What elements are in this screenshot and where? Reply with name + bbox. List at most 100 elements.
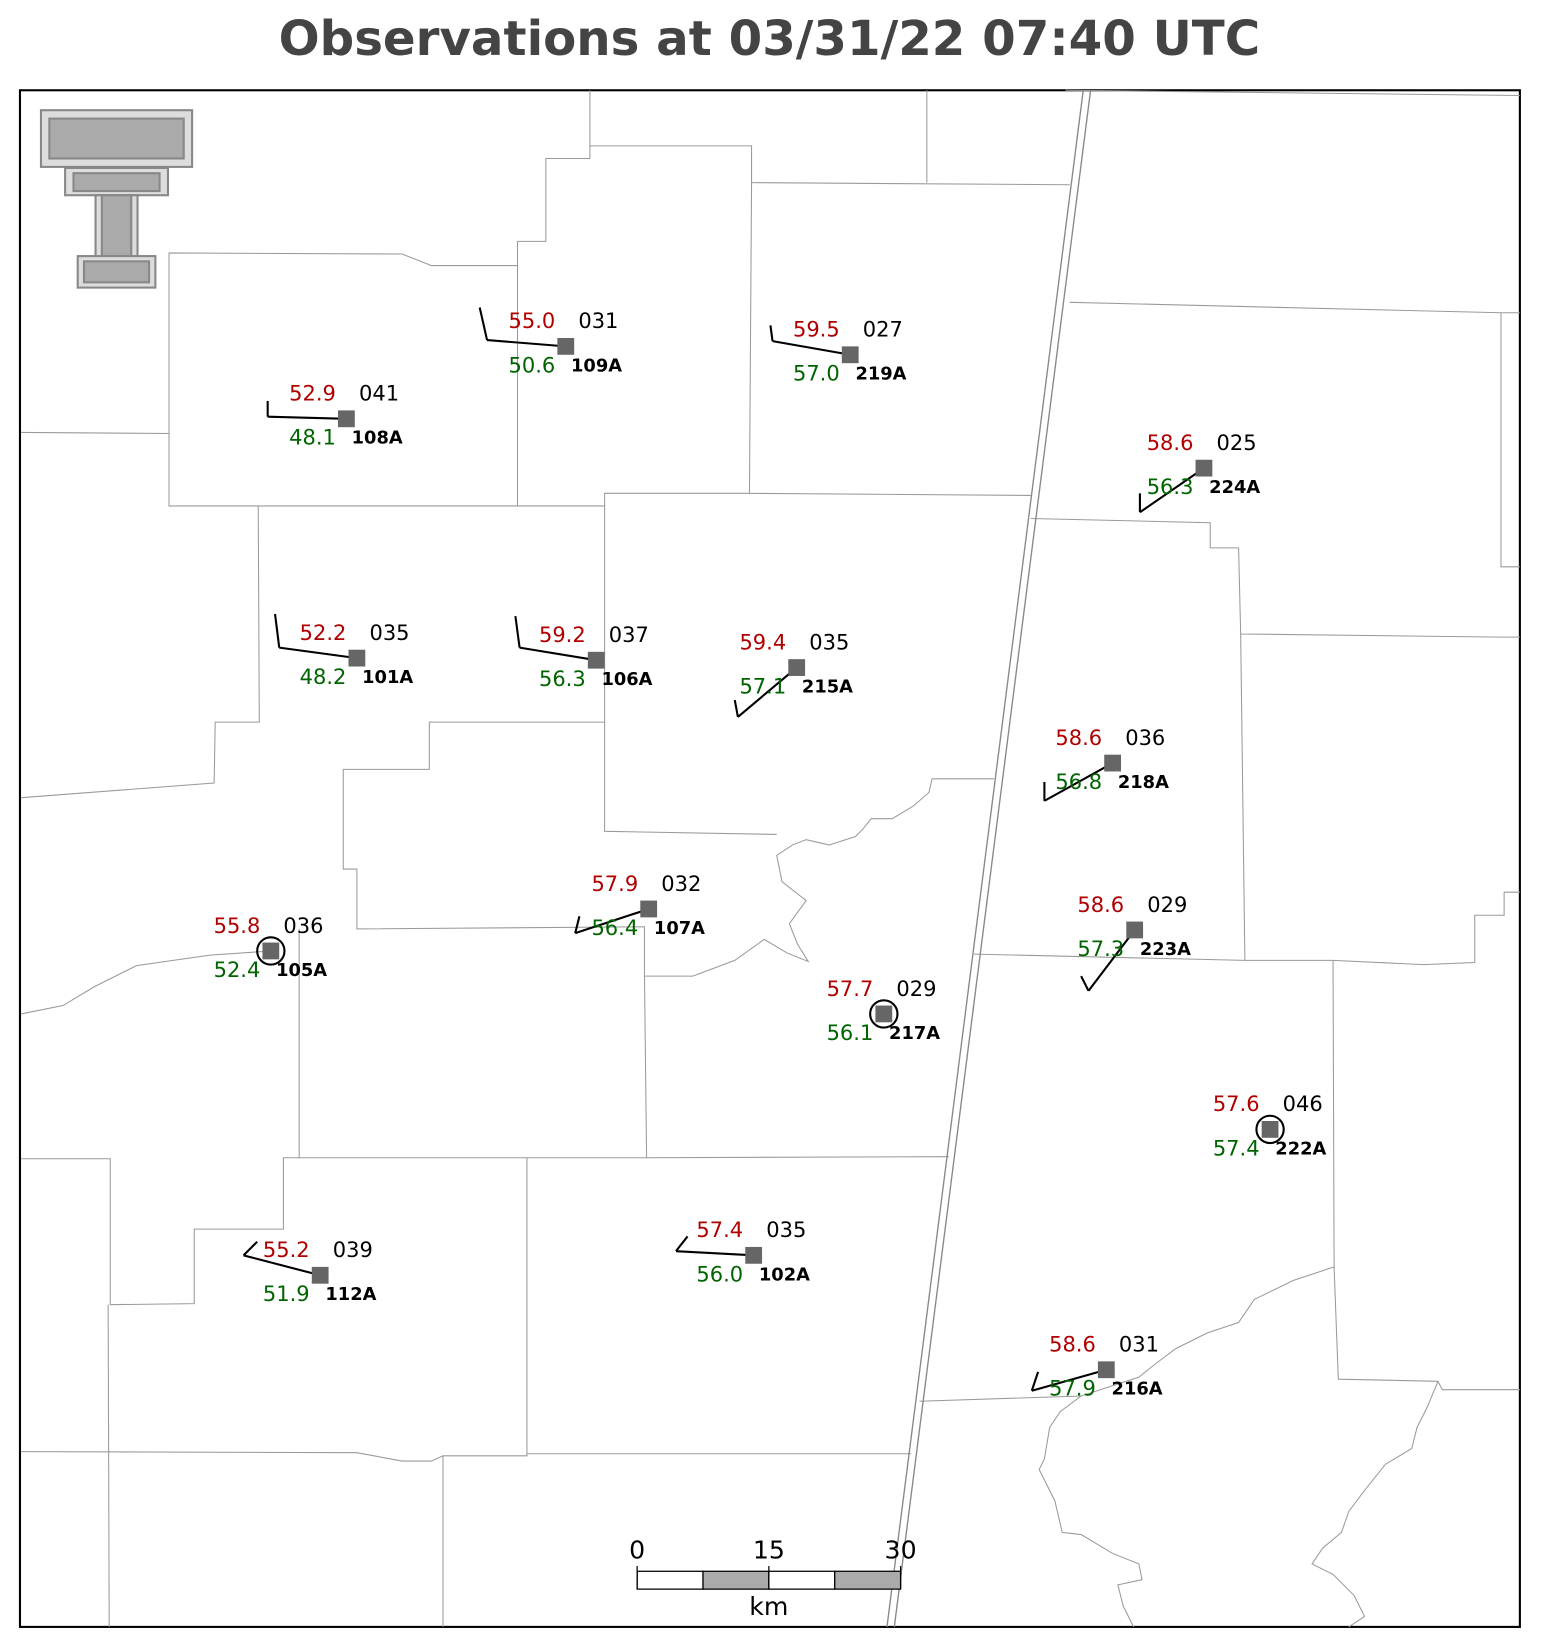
- dewpoint: 56.1: [827, 1021, 874, 1045]
- pressure: 027: [863, 318, 903, 342]
- station: 58.6 025 56.3 224A: [1138, 431, 1260, 514]
- station: 57.9 032 56.4 107A: [574, 872, 705, 940]
- station: 57.4 035 56.0 102A: [675, 1218, 810, 1286]
- scale-label: 15: [753, 1535, 785, 1564]
- station-id: 223A: [1140, 939, 1191, 960]
- station-id: 105A: [276, 960, 327, 981]
- dewpoint: 56.4: [591, 916, 638, 940]
- station: 57.7 029 56.1 217A: [827, 977, 941, 1045]
- wind-shaft: [1139, 467, 1205, 514]
- pressure: 025: [1217, 431, 1257, 455]
- wind-shaft: [574, 907, 650, 935]
- temperature: 57.6: [1213, 1092, 1260, 1116]
- station-id: 102A: [759, 1264, 810, 1285]
- pressure: 029: [896, 977, 936, 1001]
- station: 57.6 046 57.4 222A: [1213, 1092, 1327, 1160]
- station-id: 224A: [1209, 477, 1260, 498]
- pressure: 041: [359, 382, 399, 406]
- temperature: 59.4: [739, 630, 786, 654]
- map-frame: [18, 89, 1521, 1628]
- station: 58.6 031 57.9 216A: [1030, 1333, 1163, 1401]
- station: 58.6 029 57.3 223A: [1077, 893, 1191, 992]
- calm-circle: [256, 936, 286, 966]
- wind-shaft: [267, 415, 347, 420]
- station-id: 109A: [571, 355, 622, 376]
- pressure: 035: [809, 630, 849, 654]
- station-marker: [1261, 1120, 1279, 1138]
- station-marker: [587, 651, 605, 669]
- wind-shaft: [772, 340, 851, 356]
- dewpoint: 56.3: [1147, 475, 1194, 499]
- station-id: 218A: [1118, 772, 1169, 793]
- station-marker: [1104, 754, 1122, 772]
- wind-barb: [514, 615, 521, 648]
- temperature: 55.2: [263, 1238, 310, 1262]
- wind-barb: [574, 916, 581, 934]
- pressure: 032: [661, 872, 701, 896]
- temperature: 59.5: [793, 318, 840, 342]
- wind-barb: [478, 307, 489, 341]
- scale-label: 0: [629, 1535, 645, 1564]
- logo: [39, 109, 194, 289]
- wind-barb: [769, 325, 774, 342]
- scale-segment: [768, 1570, 836, 1590]
- scale-segment: [636, 1570, 704, 1590]
- station-id: 215A: [802, 677, 853, 698]
- wind-barb: [675, 1235, 689, 1252]
- wind-barb: [1080, 975, 1090, 992]
- pressure: 037: [609, 623, 649, 647]
- station-id: 112A: [325, 1284, 376, 1305]
- station: 59.4 035 57.1 215A: [733, 630, 853, 718]
- scale-segment: [834, 1570, 902, 1590]
- station: 59.2 037 56.3 106A: [514, 615, 653, 691]
- stations: 55.0 031 50.6 109A 59.5 027 57.0 219A 52.9 041 48.…: [214, 307, 1327, 1401]
- station-id: 106A: [601, 669, 652, 690]
- dewpoint: 56.8: [1055, 770, 1102, 794]
- calm-circle: [1255, 1114, 1285, 1145]
- pressure: 031: [1119, 1333, 1159, 1357]
- station-marker: [311, 1266, 329, 1284]
- dewpoint: 48.1: [289, 426, 336, 450]
- pressure: 035: [766, 1218, 806, 1242]
- wind-shaft: [243, 1254, 321, 1277]
- temperature: 52.9: [289, 382, 336, 406]
- station-id: 222A: [1275, 1138, 1326, 1159]
- wind-shaft: [1087, 929, 1136, 992]
- wind-shaft: [1031, 1368, 1107, 1392]
- station-marker: [1195, 459, 1213, 477]
- scale-bar: 0 15 30 km: [629, 1535, 917, 1621]
- calm-circle: [869, 999, 899, 1029]
- title: Observations at 03/31/22 07:40 UTC: [279, 11, 1261, 67]
- temperature: 57.9: [591, 872, 638, 896]
- dewpoint: 51.9: [263, 1282, 310, 1306]
- wind-barb: [242, 1240, 258, 1257]
- station-id: 107A: [654, 918, 705, 939]
- wind-barb: [273, 613, 281, 648]
- station-id: 216A: [1112, 1379, 1163, 1400]
- station-marker: [262, 942, 280, 960]
- station-marker: [338, 410, 355, 428]
- scale-segment: [702, 1570, 770, 1590]
- wind-shaft: [737, 666, 798, 718]
- temperature: 55.0: [509, 309, 556, 333]
- dewpoint: 50.6: [509, 353, 556, 377]
- dewpoint: 56.0: [696, 1262, 743, 1286]
- dewpoint: 57.4: [1213, 1136, 1260, 1160]
- station-id: 219A: [855, 364, 906, 385]
- pressure: 029: [1147, 893, 1187, 917]
- dewpoint: 52.4: [214, 958, 261, 982]
- station-marker: [1126, 921, 1144, 939]
- dewpoint: 57.0: [793, 362, 840, 386]
- wind-shaft: [279, 646, 358, 660]
- station-marker: [640, 900, 658, 918]
- scale-label: 30: [885, 1535, 917, 1564]
- temperature: 57.4: [696, 1218, 743, 1242]
- pressure: 035: [369, 621, 409, 645]
- wind-shaft: [486, 339, 566, 348]
- station: 55.8 036 52.4 105A: [214, 914, 328, 982]
- scale-unit: km: [749, 1592, 788, 1621]
- dewpoint: 48.2: [300, 665, 347, 689]
- station-id: 217A: [889, 1023, 940, 1044]
